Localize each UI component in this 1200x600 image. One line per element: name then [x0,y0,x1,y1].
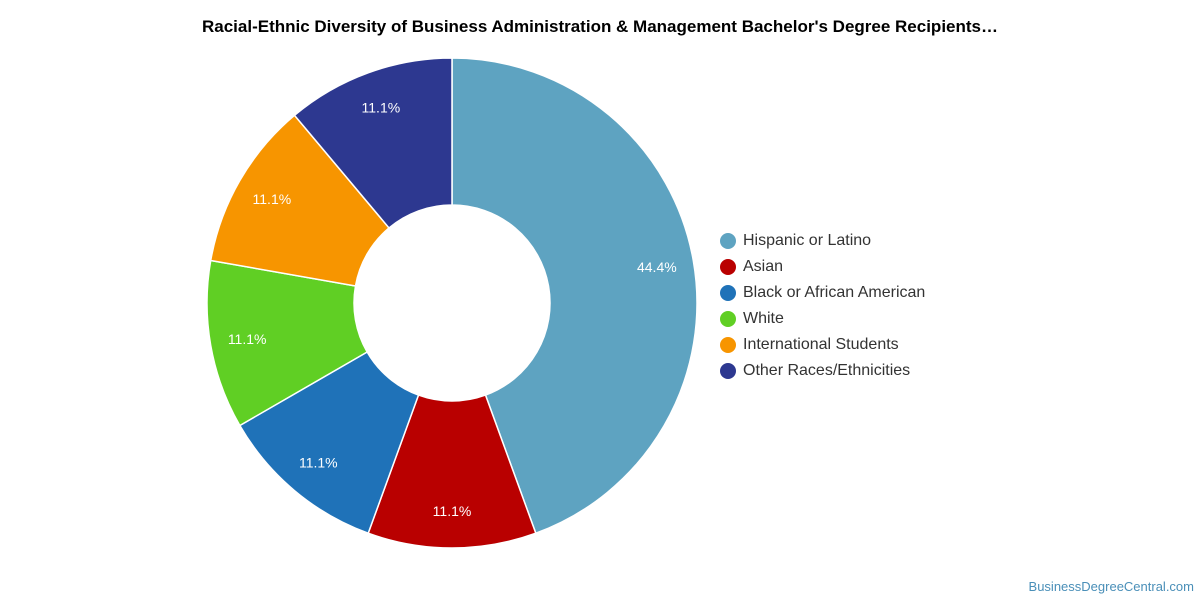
legend-swatch [720,311,736,327]
slice-label-asian: 11.1% [433,503,472,519]
legend-item-asian[interactable]: Asian [720,254,925,280]
legend-label: Hispanic or Latino [743,232,872,249]
legend-label: Other Races/Ethnicities [743,362,911,379]
legend-item-white[interactable]: White [720,306,925,332]
slice-hispanic-or-latino[interactable] [451,57,698,535]
slice-black-or-african-american[interactable] [238,350,420,535]
slice-label-international-students: 11.1% [253,191,292,207]
slice-label-hispanic-or-latino: 44.4% [637,259,677,275]
legend-item-international-students[interactable]: International Students [720,332,925,358]
legend-label: White [743,310,784,327]
donut-slices [206,57,698,549]
legend-item-other-races-ethnicities[interactable]: Other Races/Ethnicities [720,358,925,384]
legend-label: Asian [743,258,784,275]
legend: Hispanic or Latino Asian Black or African … [720,228,925,384]
legend-label: Black or African American [743,284,926,301]
legend-swatch [720,233,736,249]
legend-swatch [720,337,736,353]
legend-swatch [720,363,736,379]
legend-swatch [720,285,736,301]
slice-international-students[interactable] [209,114,391,287]
slice-other-races-ethnicities[interactable] [293,57,453,229]
slice-label-black-or-african-american: 11.1% [299,454,338,470]
slice-white[interactable] [206,259,369,427]
legend-item-hispanic-or-latino[interactable]: Hispanic or Latino [720,228,925,254]
chart-title: Racial-Ethnic Diversity of Business Admi… [201,17,998,36]
footer-credit[interactable]: BusinessDegreeCentral.com [1028,579,1194,594]
slice-asian[interactable] [367,394,537,549]
legend-label: International Students [743,336,899,353]
slice-labels: 44.4% 11.1% 11.1% 11.1% 11.1% 11.1% [228,100,677,519]
slice-label-white: 11.1% [228,331,267,347]
legend-swatch [720,259,736,275]
legend-item-black-or-african-american[interactable]: Black or African American [720,280,925,306]
slice-label-other-races-ethnicities: 11.1% [362,100,401,116]
